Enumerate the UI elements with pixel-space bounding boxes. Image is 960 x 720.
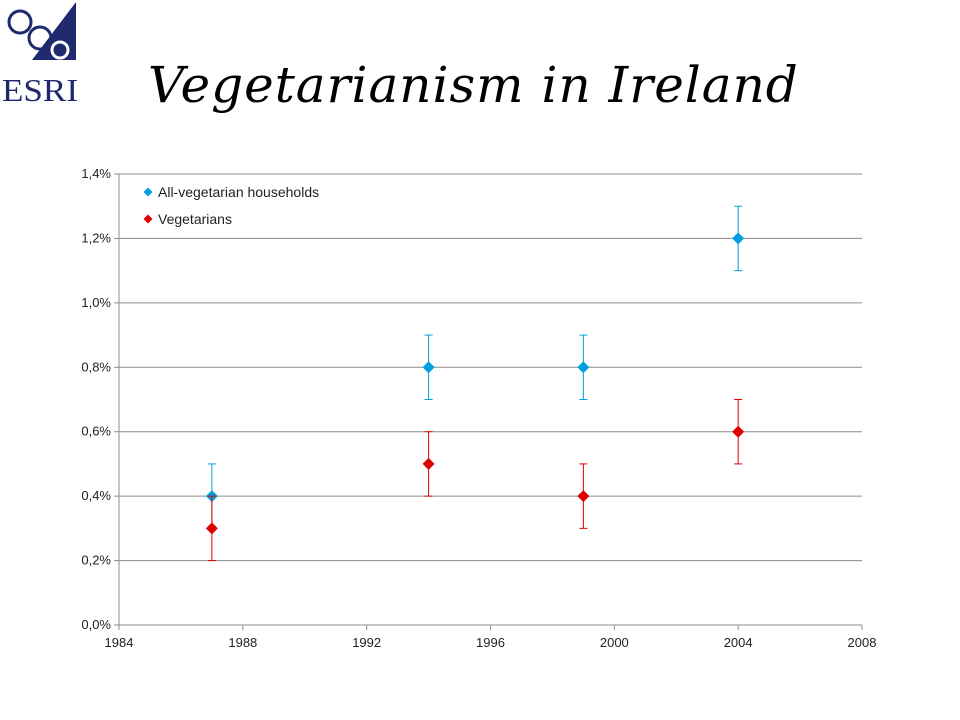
x-tick-label: 2000 <box>600 635 629 650</box>
x-tick-label: 2008 <box>848 635 877 650</box>
data-point-households <box>422 361 435 374</box>
esri-logo: ESRI <box>2 2 78 108</box>
chart-grid <box>119 173 862 562</box>
logo-text: ESRI <box>2 72 78 108</box>
data-point-vegetarians <box>422 457 435 470</box>
y-axis-ticks: 0,0% 0,2% 0,4% 0,6% 0,8% 1,0% 1,2% 1,4% <box>81 166 119 632</box>
x-tick-label: 1992 <box>352 635 381 650</box>
y-tick-label: 0,0% <box>81 617 111 632</box>
logo-swirl-icon <box>50 40 70 60</box>
page-title: Vegetarianism in Ireland <box>148 56 799 114</box>
y-tick-label: 1,2% <box>81 230 111 245</box>
data-point-vegetarians <box>577 490 590 503</box>
x-tick-label: 1984 <box>105 635 134 650</box>
y-tick-label: 0,6% <box>81 424 111 439</box>
chart-axes <box>118 174 862 626</box>
data-point-vegetarians <box>732 425 745 438</box>
y-tick-label: 0,2% <box>81 553 111 568</box>
y-tick-label: 1,0% <box>81 295 111 310</box>
legend-marker <box>143 187 153 197</box>
x-tick-label: 1996 <box>476 635 505 650</box>
y-tick-label: 0,4% <box>81 488 111 503</box>
data-point-households <box>577 361 590 374</box>
x-tick-label: 1988 <box>228 635 257 650</box>
logo-swirl-icon <box>27 25 53 51</box>
chart-marks <box>205 205 745 562</box>
data-point-vegetarians <box>205 522 218 535</box>
legend-marker <box>143 214 153 224</box>
legend-label: All-vegetarian households <box>158 184 319 200</box>
chart-legend: All-vegetarian households Vegetarians <box>143 184 319 227</box>
x-axis-ticks: 1984 1988 1992 1996 2000 2004 2008 <box>105 625 877 650</box>
x-tick-label: 2004 <box>724 635 753 650</box>
y-tick-label: 0,8% <box>81 359 111 374</box>
data-point-households <box>732 232 745 245</box>
chart: 0,0%0,2%0,4%0,6%0,8%1,0%1,2%1,4% 1984 198… <box>81 166 877 650</box>
y-tick-label: 1,4% <box>81 166 111 181</box>
logo-swirl-icon <box>7 9 33 35</box>
legend-label: Vegetarians <box>158 211 232 227</box>
